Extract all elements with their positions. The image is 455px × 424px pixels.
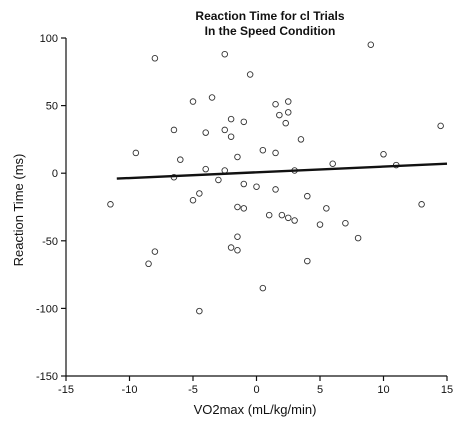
data-point (246, 71, 254, 78)
x-tick-label: -15 (58, 384, 74, 396)
data-point (151, 248, 159, 255)
data-point (189, 196, 197, 204)
data-point (259, 146, 267, 154)
x-axis-label: VO2max (mL/kg/min) (194, 402, 317, 417)
data-point (285, 109, 292, 116)
data-point (227, 244, 235, 251)
data-point (367, 41, 375, 49)
data-point (272, 100, 279, 108)
data-point (278, 211, 286, 219)
data-point (259, 284, 267, 292)
data-point (240, 118, 248, 126)
data-point (177, 156, 184, 163)
chart-title-line-2: In the Speed Condition (205, 24, 336, 38)
y-tick-label: -50 (42, 236, 58, 248)
data-point (234, 233, 241, 240)
data-point (291, 217, 298, 224)
data-point (285, 214, 292, 222)
x-tick-label: 15 (441, 384, 453, 396)
data-point (253, 183, 260, 190)
data-point (227, 115, 235, 123)
data-point (170, 126, 178, 134)
data-point (329, 160, 336, 167)
data-point (221, 126, 228, 134)
data-point (323, 205, 330, 212)
data-point (240, 180, 248, 188)
data-point (234, 153, 241, 161)
data-point (276, 111, 283, 119)
x-tick-label: -5 (188, 384, 198, 396)
data-point (234, 203, 241, 211)
y-tick-label: -100 (36, 303, 58, 315)
y-axis-label: Reaction Time (ms) (11, 154, 26, 267)
data-point (342, 219, 349, 227)
y-tick-label: 50 (46, 101, 58, 113)
data-point (272, 186, 279, 193)
data-point (132, 149, 140, 157)
data-point (437, 122, 444, 130)
data-point (145, 260, 152, 268)
data-point (297, 136, 305, 143)
fit-line (116, 162, 448, 180)
data-point (227, 133, 235, 140)
data-point (196, 190, 203, 197)
data-point (272, 149, 279, 157)
data-point (221, 50, 228, 58)
data-point (215, 176, 222, 184)
data-point (240, 205, 248, 212)
data-point (380, 151, 387, 158)
data-point (234, 247, 241, 254)
data-point (418, 201, 425, 208)
data-point (151, 55, 159, 62)
y-tick-label: 0 (52, 168, 58, 180)
x-tick-label: 5 (317, 384, 323, 396)
y-tick-label: 100 (40, 33, 58, 45)
data-point (285, 98, 292, 105)
data-point (202, 165, 209, 173)
data-point (189, 98, 197, 105)
data-point (221, 167, 228, 174)
data-points (107, 41, 444, 315)
x-tick-label: 0 (253, 384, 259, 396)
axes (61, 37, 448, 381)
data-point (196, 307, 203, 315)
data-point (208, 94, 216, 101)
data-point (304, 257, 311, 265)
chart-title-line-1: Reaction Time for cl Trials (195, 9, 344, 23)
y-tick-label: -150 (36, 371, 58, 383)
x-tick-label: 10 (377, 384, 389, 396)
data-point (107, 201, 114, 208)
data-point (265, 211, 273, 219)
data-point (316, 221, 324, 228)
fit-line-group (116, 162, 448, 180)
data-point (354, 234, 362, 242)
data-point (304, 192, 311, 200)
data-point (282, 119, 289, 127)
x-tick-label: -10 (122, 384, 138, 396)
data-point (202, 129, 209, 136)
